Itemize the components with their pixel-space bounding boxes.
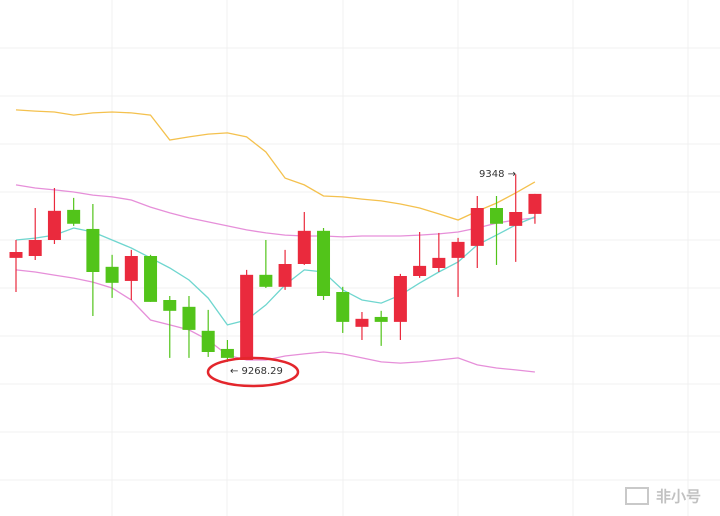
watermark-text: 非小号 [656, 488, 701, 506]
candle-body [47, 210, 61, 240]
candle-body [297, 230, 311, 264]
indicator-line [15, 216, 536, 326]
high-annotation: 9348 → [479, 169, 516, 180]
candle-body [528, 193, 542, 214]
candle-body [432, 257, 446, 268]
candle-body [220, 348, 234, 358]
candle-body [278, 264, 292, 287]
candle-body [67, 209, 81, 224]
candle-body [355, 318, 369, 327]
indicator-line [15, 269, 535, 373]
candle-body [28, 240, 42, 256]
candle-body [490, 208, 503, 224]
candle-body [9, 252, 23, 258]
candle-body [413, 265, 427, 276]
candle-body [451, 241, 465, 258]
candle-body [86, 228, 100, 272]
indicator-line [15, 109, 536, 221]
watermark: 非小号 [625, 487, 701, 506]
candle-body [201, 330, 215, 352]
candle-body [509, 212, 523, 226]
candle-body [317, 230, 331, 296]
candle-body [105, 266, 119, 283]
candle-body [336, 292, 350, 322]
highlight-ellipse [206, 356, 300, 388]
candle-body [470, 208, 484, 246]
candle-body [182, 306, 196, 330]
low-annotation: ← 9268.29 [230, 366, 283, 377]
candle-body [163, 300, 177, 311]
candle-body [144, 256, 158, 302]
candle-body [124, 256, 138, 281]
candle-body [240, 274, 254, 360]
candle-body [259, 274, 273, 287]
candle-body [374, 316, 388, 322]
watermark-logo [625, 487, 649, 505]
indicator-line [15, 184, 535, 238]
candle-body [393, 276, 407, 322]
